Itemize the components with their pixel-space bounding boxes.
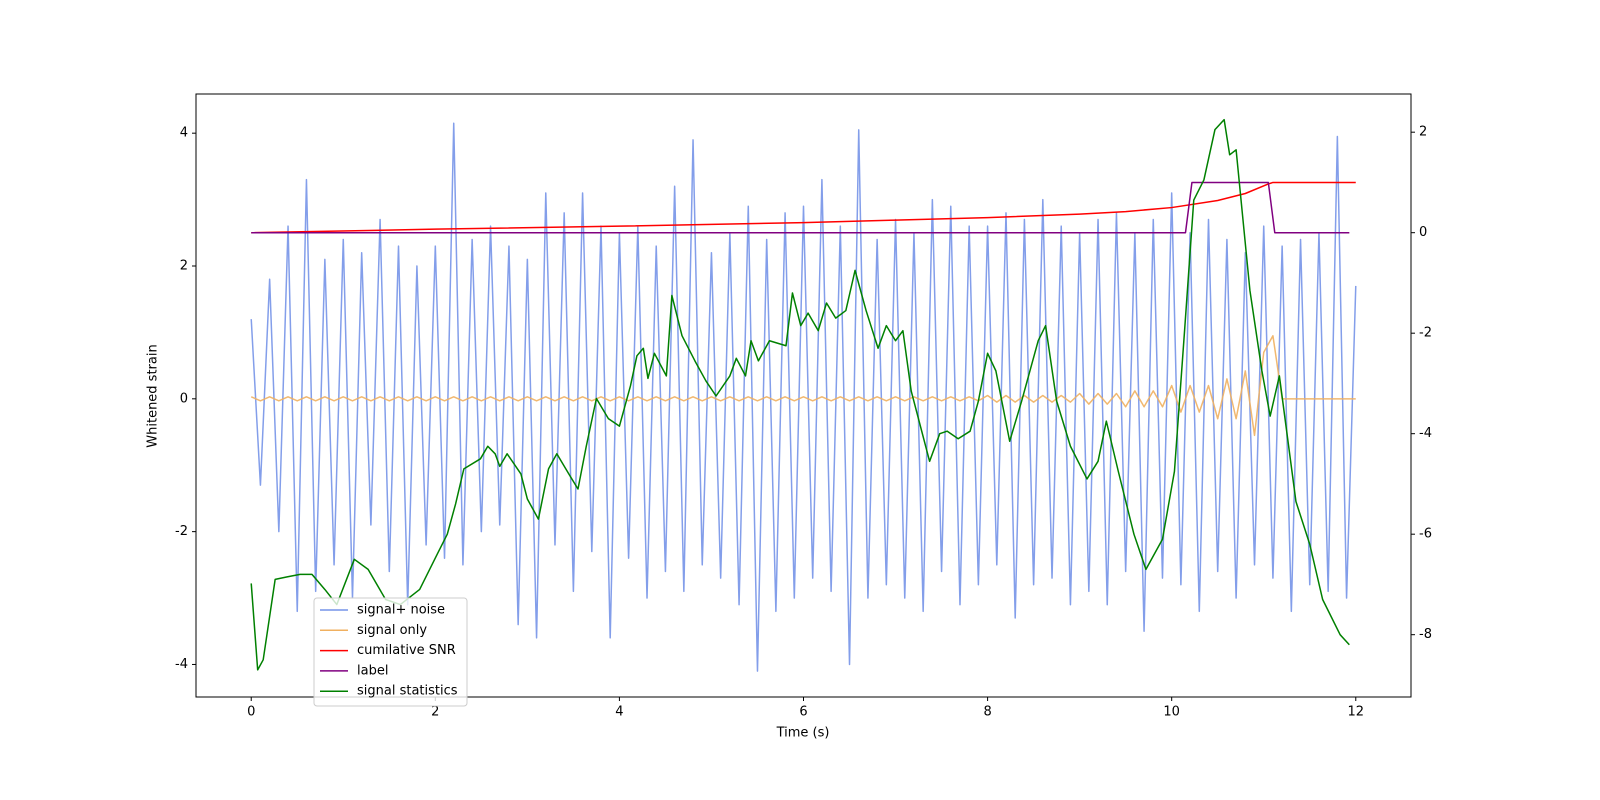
series-line [251, 181, 1356, 234]
x-tick-label: 12 [1347, 705, 1364, 720]
y-axis-label: Whitened strain [146, 344, 161, 447]
y2-tick-label: -2 [1419, 326, 1432, 341]
x-tick-label: 6 [799, 705, 807, 720]
x-tick-label: 0 [247, 705, 255, 720]
legend: signal+ noise signal only cumilative SNR la… [313, 597, 468, 707]
legend-box [313, 597, 468, 707]
y-tick-label: -4 [175, 657, 188, 672]
y-tick-label: 4 [180, 126, 188, 141]
y2-tick-label: -4 [1419, 426, 1432, 441]
x-tick-label: 8 [983, 705, 991, 720]
legend-label: signal only [357, 623, 427, 638]
plot-area [250, 118, 1357, 672]
legend-label: signal+ noise [357, 603, 445, 618]
series-line [250, 118, 1350, 671]
y2-tick-label: 2 [1419, 125, 1427, 140]
x-tick-label: 4 [615, 705, 623, 720]
legend-label: signal statistics [357, 684, 458, 699]
y2-tick-label: -6 [1419, 527, 1432, 542]
ticks: 0 2 4 6 8 10 12 -4 -2 0 2 4 -8 -6 -4 -2 0 2 [175, 125, 1432, 720]
y-tick-label: -2 [175, 524, 188, 539]
y2-tick-label: 0 [1419, 225, 1427, 240]
x-tick-label: 10 [1163, 705, 1180, 720]
series-line [250, 122, 1357, 672]
y-tick-label: 2 [180, 259, 188, 274]
y-tick-label: 0 [180, 391, 188, 406]
series-line [250, 334, 1356, 437]
y2-tick-label: -8 [1419, 627, 1432, 642]
x-tick-label: 2 [431, 705, 439, 720]
legend-label: label [357, 663, 388, 678]
legend-label: cumilative SNR [357, 643, 456, 658]
series-line [251, 181, 1350, 234]
x-axis-label: Time (s) [776, 726, 830, 741]
